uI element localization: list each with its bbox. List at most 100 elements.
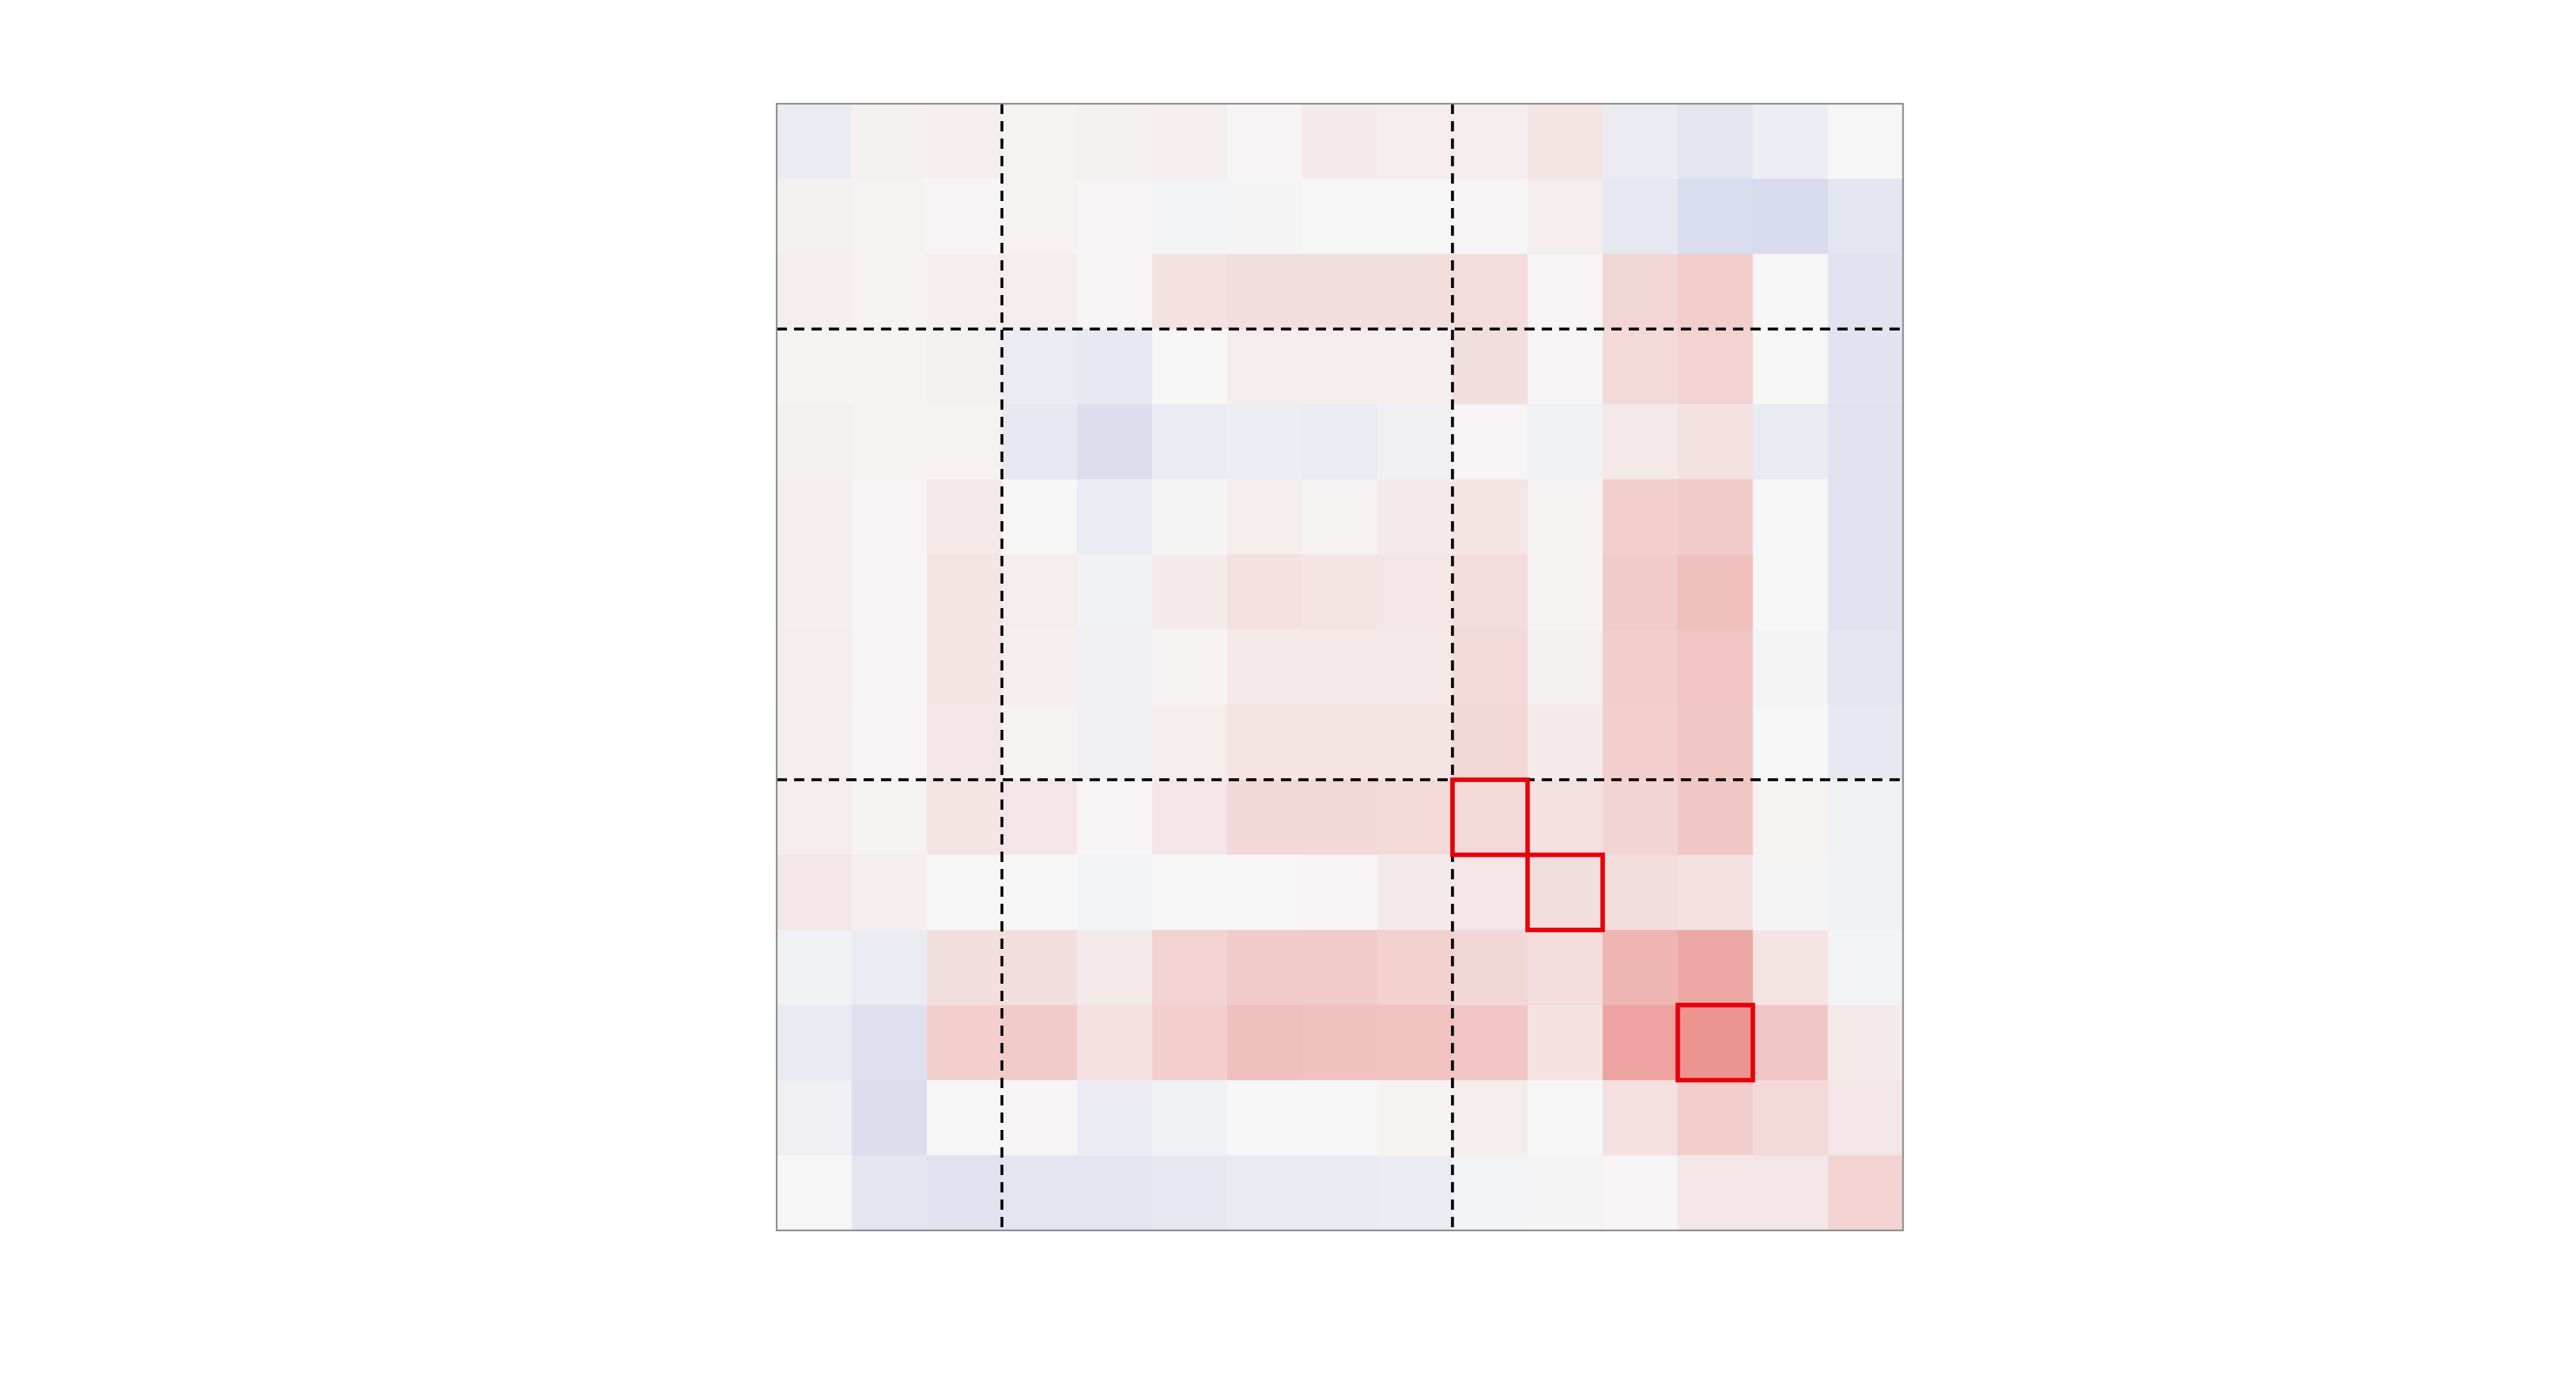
heatmap-cell-r7-c3	[1001, 629, 1077, 705]
heatmap-cell-r0-c5	[1152, 104, 1228, 180]
heatmap-cell-r2-c5	[1152, 254, 1228, 330]
heatmap-cell-r1-c1	[851, 178, 927, 254]
heatmap-cell-r1-c3	[1001, 178, 1077, 254]
heatmap-cell-r3-c7	[1302, 329, 1378, 405]
heatmap-cell-r6-c7	[1302, 554, 1378, 630]
heatmap-cell-r0-c2	[927, 104, 1003, 180]
heatmap-cell-r14-c9	[1452, 1155, 1528, 1231]
heatmap-cell-r4-c2	[927, 404, 1003, 480]
heatmap-cell-r8-c4	[1077, 704, 1153, 780]
heatmap-cell-r0-c14	[1828, 104, 1904, 180]
heatmap-cell-r13-c5	[1152, 1080, 1228, 1156]
heatmap-cell-r11-c1	[851, 930, 927, 1006]
heatmap-cell-r14-c6	[1227, 1155, 1303, 1231]
heatmap-cell-r6-c6	[1227, 554, 1303, 630]
heatmap-cell-r5-c11	[1602, 479, 1678, 555]
heatmap-cell-r3-c9	[1452, 329, 1528, 405]
heatmap-cell-r10-c13	[1752, 855, 1828, 931]
heatmap-cell-r5-c6	[1227, 479, 1303, 555]
heatmap-cell-r6-c12	[1678, 554, 1754, 630]
heatmap-cell-r9-c8	[1377, 779, 1453, 855]
heatmap-cell-r8-c7	[1302, 704, 1378, 780]
heatmap-cell-r14-c10	[1528, 1155, 1604, 1231]
heatmap-cell-r3-c12	[1678, 329, 1754, 405]
heatmap-cell-r5-c2	[927, 479, 1003, 555]
highlight-box-r9-c9	[1450, 777, 1530, 857]
heatmap-cell-r6-c0	[777, 554, 853, 630]
heatmap-cell-r1-c4	[1077, 178, 1153, 254]
heatmap-cell-r2-c10	[1528, 254, 1604, 330]
heatmap-cell-r6-c8	[1377, 554, 1453, 630]
heatmap-cell-r2-c6	[1227, 254, 1303, 330]
heatmap-cell-r1-c9	[1452, 178, 1528, 254]
heatmap-cell-r0-c7	[1302, 104, 1378, 180]
heatmap-cell-r14-c5	[1152, 1155, 1228, 1231]
heatmap-cell-r14-c13	[1752, 1155, 1828, 1231]
heatmap-cell-r7-c12	[1678, 629, 1754, 705]
heatmap-cell-r1-c6	[1227, 178, 1303, 254]
heatmap-cell-r2-c12	[1678, 254, 1754, 330]
heatmap-cell-r3-c10	[1528, 329, 1604, 405]
heatmap-cell-r3-c8	[1377, 329, 1453, 405]
heatmap-cell-r9-c5	[1152, 779, 1228, 855]
heatmap-cell-r9-c13	[1752, 779, 1828, 855]
heatmap-cell-r11-c13	[1752, 930, 1828, 1006]
heatmap-cell-r11-c14	[1828, 930, 1904, 1006]
heatmap-cell-r11-c10	[1528, 930, 1604, 1006]
heatmap-cell-r7-c7	[1302, 629, 1378, 705]
heatmap-cell-r2-c9	[1452, 254, 1528, 330]
heatmap-cell-r4-c13	[1752, 404, 1828, 480]
heatmap-cell-r1-c14	[1828, 178, 1904, 254]
heatmap-cell-r0-c3	[1001, 104, 1077, 180]
heatmap-cell-r0-c1	[851, 104, 927, 180]
heatmap-cell-r7-c10	[1528, 629, 1604, 705]
heatmap-cell-r12-c13	[1752, 1005, 1828, 1081]
heatmap-cell-r4-c7	[1302, 404, 1378, 480]
heatmap-cell-r7-c8	[1377, 629, 1453, 705]
heatmap-cell-r14-c4	[1077, 1155, 1153, 1231]
heatmap-cell-r1-c7	[1302, 178, 1378, 254]
heatmap-cell-r1-c2	[927, 178, 1003, 254]
heatmap-cell-r9-c4	[1077, 779, 1153, 855]
heatmap-cell-r12-c3	[1001, 1005, 1077, 1081]
heatmap-cell-r14-c12	[1678, 1155, 1754, 1231]
heatmap-cell-r12-c4	[1077, 1005, 1153, 1081]
heatmap-cell-r12-c1	[851, 1005, 927, 1081]
heatmap-cell-r0-c0	[777, 104, 853, 180]
heatmap-frame	[775, 102, 1904, 1232]
heatmap-cell-r6-c14	[1828, 554, 1904, 630]
heatmap-cell-r11-c3	[1001, 930, 1077, 1006]
heatmap-cell-r7-c9	[1452, 629, 1528, 705]
heatmap-cell-r8-c5	[1152, 704, 1228, 780]
heatmap-cell-r4-c9	[1452, 404, 1528, 480]
heatmap-cell-r0-c11	[1602, 104, 1678, 180]
heatmap-cell-r1-c11	[1602, 178, 1678, 254]
heatmap-cell-r3-c4	[1077, 329, 1153, 405]
heatmap-cell-r5-c7	[1302, 479, 1378, 555]
heatmap-cell-r0-c10	[1528, 104, 1604, 180]
block-dividers	[777, 104, 1903, 1230]
heatmap-cell-r3-c11	[1602, 329, 1678, 405]
heatmap-cell-r2-c2	[927, 254, 1003, 330]
heatmap-cell-r13-c14	[1828, 1080, 1904, 1156]
heatmap-cell-r9-c2	[927, 779, 1003, 855]
heatmap-cell-r0-c6	[1227, 104, 1303, 180]
highlight-box-r12-c12	[1675, 1002, 1756, 1083]
heatmap-cell-r4-c8	[1377, 404, 1453, 480]
heatmap-cell-r4-c3	[1001, 404, 1077, 480]
heatmap-cell-r13-c9	[1452, 1080, 1528, 1156]
heatmap-cell-r8-c14	[1828, 704, 1904, 780]
heatmap-cell-r0-c13	[1752, 104, 1828, 180]
heatmap-cell-r5-c13	[1752, 479, 1828, 555]
heatmap-cell-r14-c8	[1377, 1155, 1453, 1231]
heatmap-cell-r13-c10	[1528, 1080, 1604, 1156]
heatmap-cell-r8-c6	[1227, 704, 1303, 780]
heatmap-cell-r12-c9	[1452, 1005, 1528, 1081]
heatmap-cell-r13-c12	[1678, 1080, 1754, 1156]
heatmap-cell-r9-c7	[1302, 779, 1378, 855]
heatmap-cell-r2-c3	[1001, 254, 1077, 330]
highlighted-cells	[1450, 777, 1756, 1083]
heatmap-cell-r2-c13	[1752, 254, 1828, 330]
heatmap-cell-r12-c5	[1152, 1005, 1228, 1081]
